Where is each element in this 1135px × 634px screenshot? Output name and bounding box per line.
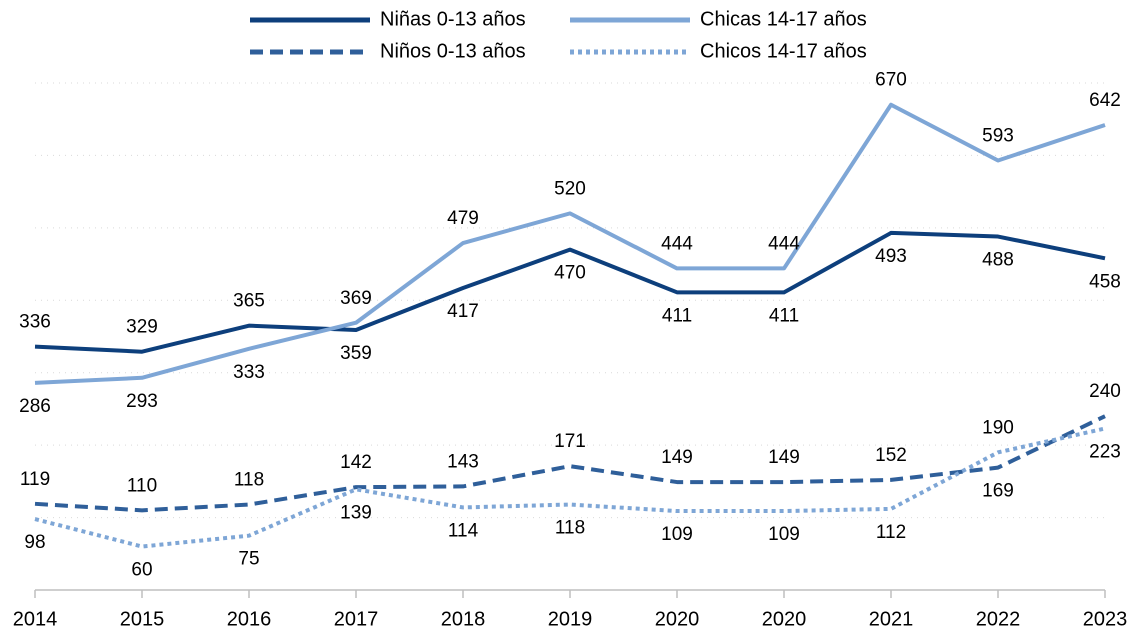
x-tick-label: 2020 bbox=[655, 608, 700, 630]
data-label: 411 bbox=[769, 305, 799, 326]
data-label: 369 bbox=[340, 288, 372, 309]
x-tick-label: 2017 bbox=[334, 608, 379, 630]
legend-label: Niños 0-13 años bbox=[380, 40, 526, 62]
x-tick-label: 2014 bbox=[13, 608, 58, 630]
legend-label: Niñas 0-13 años bbox=[380, 8, 526, 30]
data-label: 142 bbox=[340, 452, 372, 473]
data-label: 75 bbox=[238, 549, 259, 570]
data-label: 493 bbox=[875, 246, 907, 267]
data-label: 642 bbox=[1089, 90, 1121, 111]
data-label: 60 bbox=[131, 560, 152, 581]
data-label: 149 bbox=[661, 447, 693, 468]
data-label: 223 bbox=[1089, 441, 1121, 462]
data-label: 118 bbox=[234, 470, 264, 491]
legend-label: Chicas 14-17 años bbox=[700, 8, 867, 30]
data-label: 458 bbox=[1089, 271, 1121, 292]
data-label: 329 bbox=[126, 317, 158, 338]
data-label: 479 bbox=[447, 208, 479, 229]
data-label: 112 bbox=[876, 522, 906, 543]
data-label: 470 bbox=[554, 263, 586, 284]
data-label: 171 bbox=[554, 431, 586, 452]
data-label: 520 bbox=[554, 178, 586, 199]
x-tick-label: 2016 bbox=[227, 608, 272, 630]
series-line bbox=[34, 102, 1106, 385]
data-label: 488 bbox=[982, 250, 1014, 271]
data-label: 149 bbox=[768, 447, 800, 468]
data-label: 190 bbox=[982, 417, 1014, 438]
data-label: 417 bbox=[447, 301, 479, 322]
data-label: 152 bbox=[875, 445, 907, 466]
x-tick-label: 2022 bbox=[976, 608, 1021, 630]
data-label: 143 bbox=[447, 451, 479, 472]
x-tick-label: 2021 bbox=[869, 608, 914, 630]
data-label: 359 bbox=[340, 343, 372, 364]
data-label: 336 bbox=[19, 312, 51, 333]
data-label: 169 bbox=[982, 481, 1014, 502]
x-tick-label: 2020 bbox=[762, 608, 807, 630]
x-tick-label: 2015 bbox=[120, 608, 165, 630]
data-label: 139 bbox=[340, 502, 372, 523]
data-label: 411 bbox=[662, 305, 692, 326]
data-label: 110 bbox=[127, 475, 157, 496]
data-label: 333 bbox=[233, 362, 265, 383]
data-label: 114 bbox=[448, 520, 479, 541]
data-label: 444 bbox=[661, 233, 693, 254]
data-label: 593 bbox=[982, 126, 1014, 147]
data-label: 293 bbox=[126, 391, 158, 412]
data-label: 240 bbox=[1089, 381, 1121, 402]
data-label: 286 bbox=[19, 396, 51, 417]
data-label: 444 bbox=[768, 233, 800, 254]
data-label: 118 bbox=[555, 518, 585, 539]
x-tick-label: 2019 bbox=[548, 608, 593, 630]
x-tick-label: 2023 bbox=[1083, 608, 1128, 630]
data-label: 98 bbox=[24, 532, 45, 553]
legend-label: Chicos 14-17 años bbox=[700, 40, 867, 62]
data-label: 365 bbox=[233, 291, 265, 312]
data-label: 109 bbox=[768, 524, 800, 545]
x-tick-label: 2018 bbox=[441, 608, 486, 630]
series-line bbox=[34, 230, 1106, 354]
data-label: 109 bbox=[661, 524, 693, 545]
data-label: 670 bbox=[875, 70, 907, 91]
data-label: 119 bbox=[20, 469, 50, 490]
